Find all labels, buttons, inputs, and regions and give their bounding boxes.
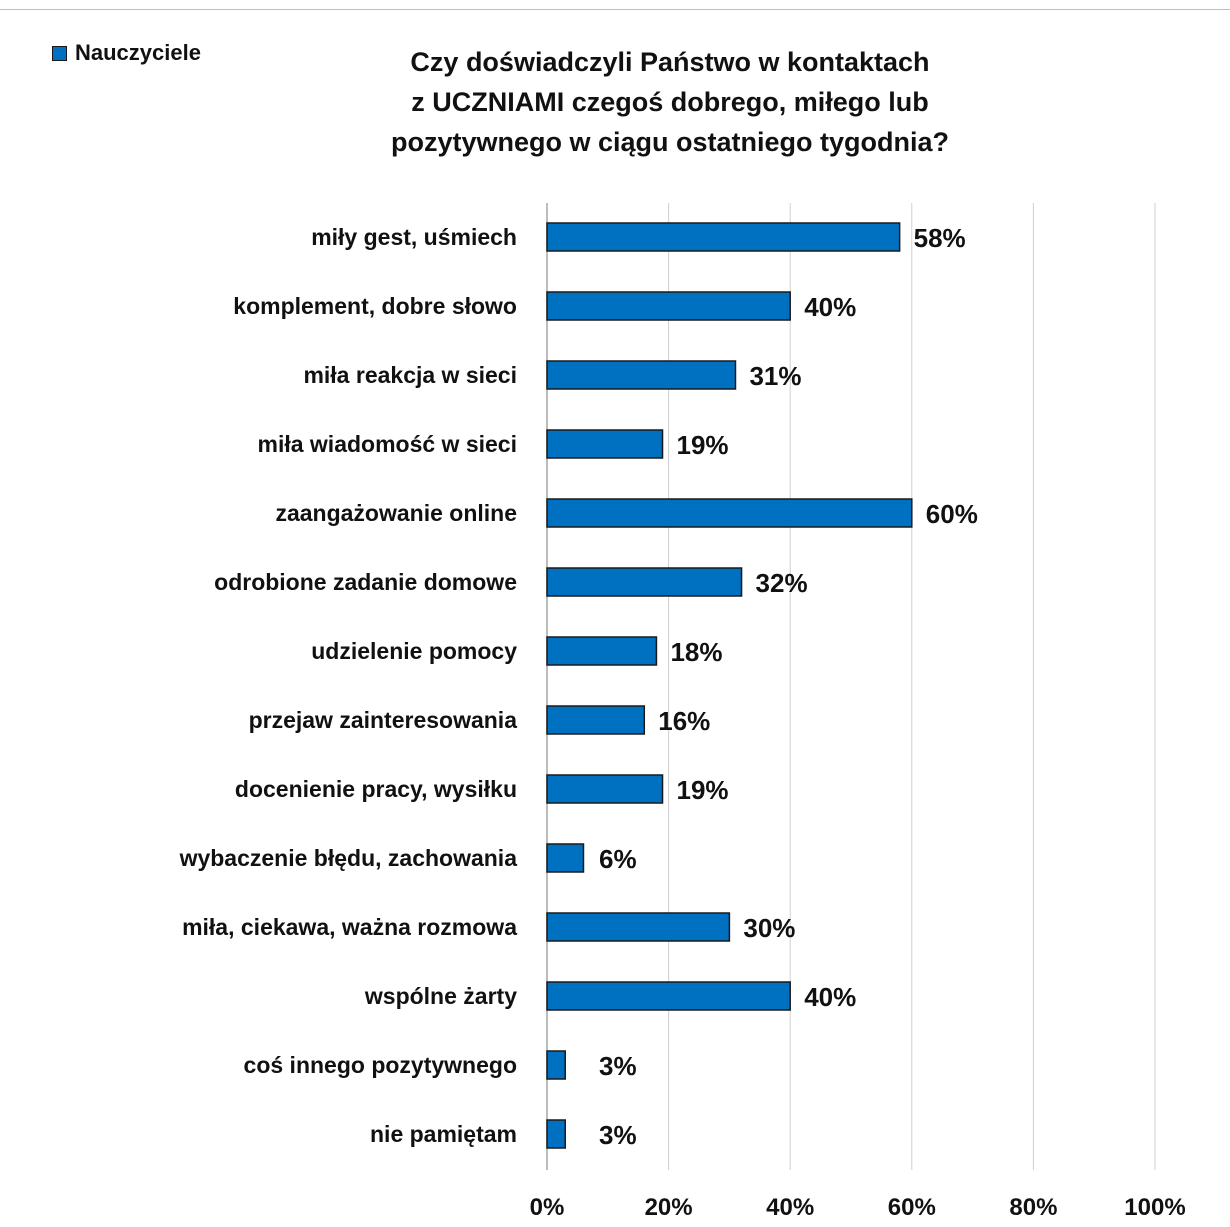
bar — [546, 912, 731, 942]
bar — [546, 222, 901, 252]
data-label: 3% — [599, 1051, 637, 1081]
bars — [546, 222, 913, 1149]
category-label: udzielenie pomocy — [311, 638, 517, 664]
legend-label: Nauczyciele — [75, 40, 201, 65]
top-divider — [0, 9, 1230, 10]
bar — [546, 636, 658, 666]
gridlines — [546, 203, 1156, 1170]
chart-title: Czy doświadczyli Państwo w kontaktach z … — [390, 47, 950, 157]
data-label: 32% — [756, 568, 808, 598]
bar — [546, 498, 913, 528]
category-label: przejaw zainteresowania — [249, 707, 518, 733]
legend: Nauczyciele — [52, 40, 201, 66]
data-label: 19% — [677, 430, 729, 460]
legend-swatch — [52, 45, 67, 61]
category-label: wspólne żarty — [364, 983, 517, 1009]
x-tick-label: 100% — [1124, 1194, 1185, 1221]
category-label: zaangażowanie online — [275, 500, 517, 526]
bar — [546, 705, 646, 735]
category-label: miła, ciekawa, ważna rozmowa — [182, 914, 517, 940]
bar — [546, 360, 737, 390]
data-label: 60% — [926, 499, 978, 529]
bar — [546, 291, 791, 321]
bar — [546, 981, 791, 1011]
x-tick-label: 20% — [645, 1194, 693, 1221]
data-label: 31% — [749, 361, 801, 391]
bar — [546, 774, 664, 804]
data-label: 58% — [914, 223, 966, 253]
category-label: coś innego pozytywnego — [244, 1052, 517, 1078]
bar — [546, 1119, 566, 1149]
category-label: docenienie pracy, wysiłku — [235, 776, 517, 802]
data-label: 19% — [677, 775, 729, 805]
data-label: 18% — [670, 637, 722, 667]
x-tick-label: 40% — [766, 1194, 814, 1221]
x-tick-label: 0% — [530, 1194, 565, 1221]
bar — [546, 429, 664, 459]
data-label: 40% — [804, 982, 856, 1012]
data-label: 16% — [658, 706, 710, 736]
category-label: odrobione zadanie domowe — [214, 569, 517, 595]
category-label: miła wiadomość w sieci — [258, 431, 518, 457]
x-tick-label: 60% — [888, 1194, 936, 1221]
category-label: wybaczenie błędu, zachowania — [179, 845, 518, 871]
data-label: 30% — [743, 913, 795, 943]
bar — [546, 843, 585, 873]
x-tick-label: 80% — [1009, 1194, 1057, 1221]
category-label: miły gest, uśmiech — [311, 224, 517, 250]
category-label: komplement, dobre słowo — [233, 293, 517, 319]
data-label: 40% — [804, 292, 856, 322]
bar — [546, 567, 743, 597]
data-label: 3% — [599, 1120, 637, 1150]
labels: 0% 20% 40% 60% 80% 100% miły gest, uśmiech 58% k… — [179, 223, 1186, 1221]
bar — [546, 1050, 566, 1080]
category-label: miła reakcja w sieci — [303, 362, 517, 388]
category-label: nie pamiętam — [370, 1121, 517, 1147]
data-label: 6% — [599, 844, 637, 874]
